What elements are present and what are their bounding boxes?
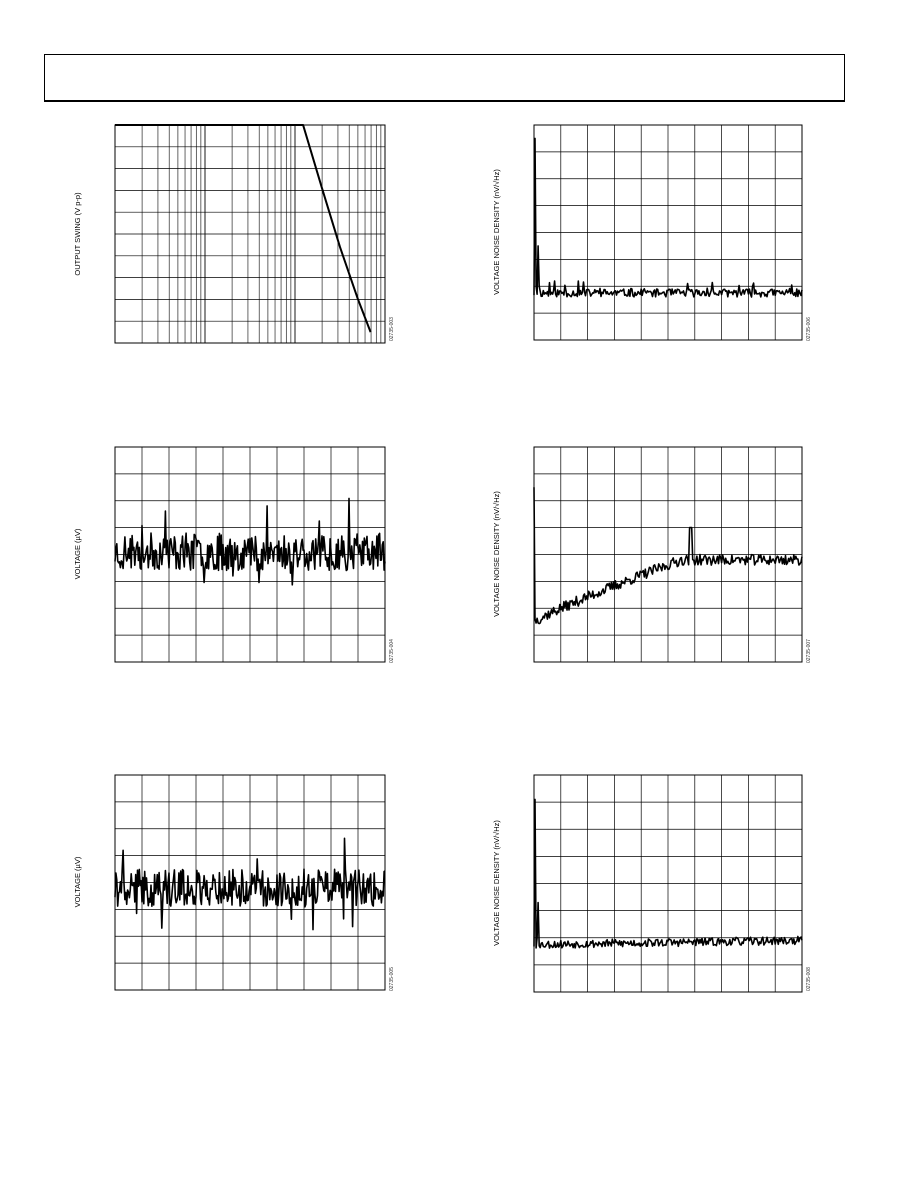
voltage-noise-density-chart-2: VOLTAGE NOISE DENSITY (nV/√Hz) 02735-007 [492, 446, 812, 663]
y-axis-label: VOLTAGE (µV) [73, 856, 82, 907]
y-axis-label: VOLTAGE NOISE DENSITY (nV/√Hz) [492, 169, 501, 295]
figure-id: 02735-003 [389, 317, 395, 341]
figure-id: 02735-007 [806, 639, 812, 663]
y-axis-label: OUTPUT SWING (V p-p) [73, 192, 82, 276]
chart-series [114, 837, 386, 931]
figure-id: 02735-006 [806, 317, 812, 341]
chart-grid [115, 125, 385, 343]
chart-series [114, 497, 386, 586]
chart-series [533, 137, 803, 298]
figure-id: 02735-008 [806, 967, 812, 991]
figure-id: 02735-004 [389, 639, 395, 663]
voltage-time-chart-1: VOLTAGE (µV) 02735-004 [73, 446, 395, 663]
chart-series [533, 798, 803, 949]
output-swing-chart: OUTPUT SWING (V p-p) 02735-003 [73, 124, 395, 344]
voltage-noise-density-chart-3: VOLTAGE NOISE DENSITY (nV/√Hz) 02735-008 [492, 774, 812, 993]
series-line-1 [114, 497, 386, 586]
y-axis-label: VOLTAGE NOISE DENSITY (nV/√Hz) [492, 491, 501, 617]
y-axis-label: VOLTAGE (µV) [73, 528, 82, 579]
series-line-1 [533, 798, 803, 949]
figure-id: 02735-005 [389, 967, 395, 991]
y-axis-label: VOLTAGE NOISE DENSITY (nV/√Hz) [492, 820, 501, 946]
series-line-1 [115, 124, 372, 333]
chart-series [115, 124, 372, 333]
series-line-1 [114, 837, 386, 931]
chart-series [533, 487, 803, 625]
chart-grid [534, 447, 802, 662]
voltage-noise-density-chart-1: VOLTAGE NOISE DENSITY (nV/√Hz) 02735-006 [492, 124, 812, 341]
voltage-time-chart-2: VOLTAGE (µV) 02735-005 [73, 774, 395, 991]
page-header-box [44, 54, 845, 102]
series-line-1 [533, 487, 803, 625]
chart-grid [534, 125, 802, 340]
chart-grid [534, 775, 802, 992]
series-line-1 [533, 137, 803, 298]
